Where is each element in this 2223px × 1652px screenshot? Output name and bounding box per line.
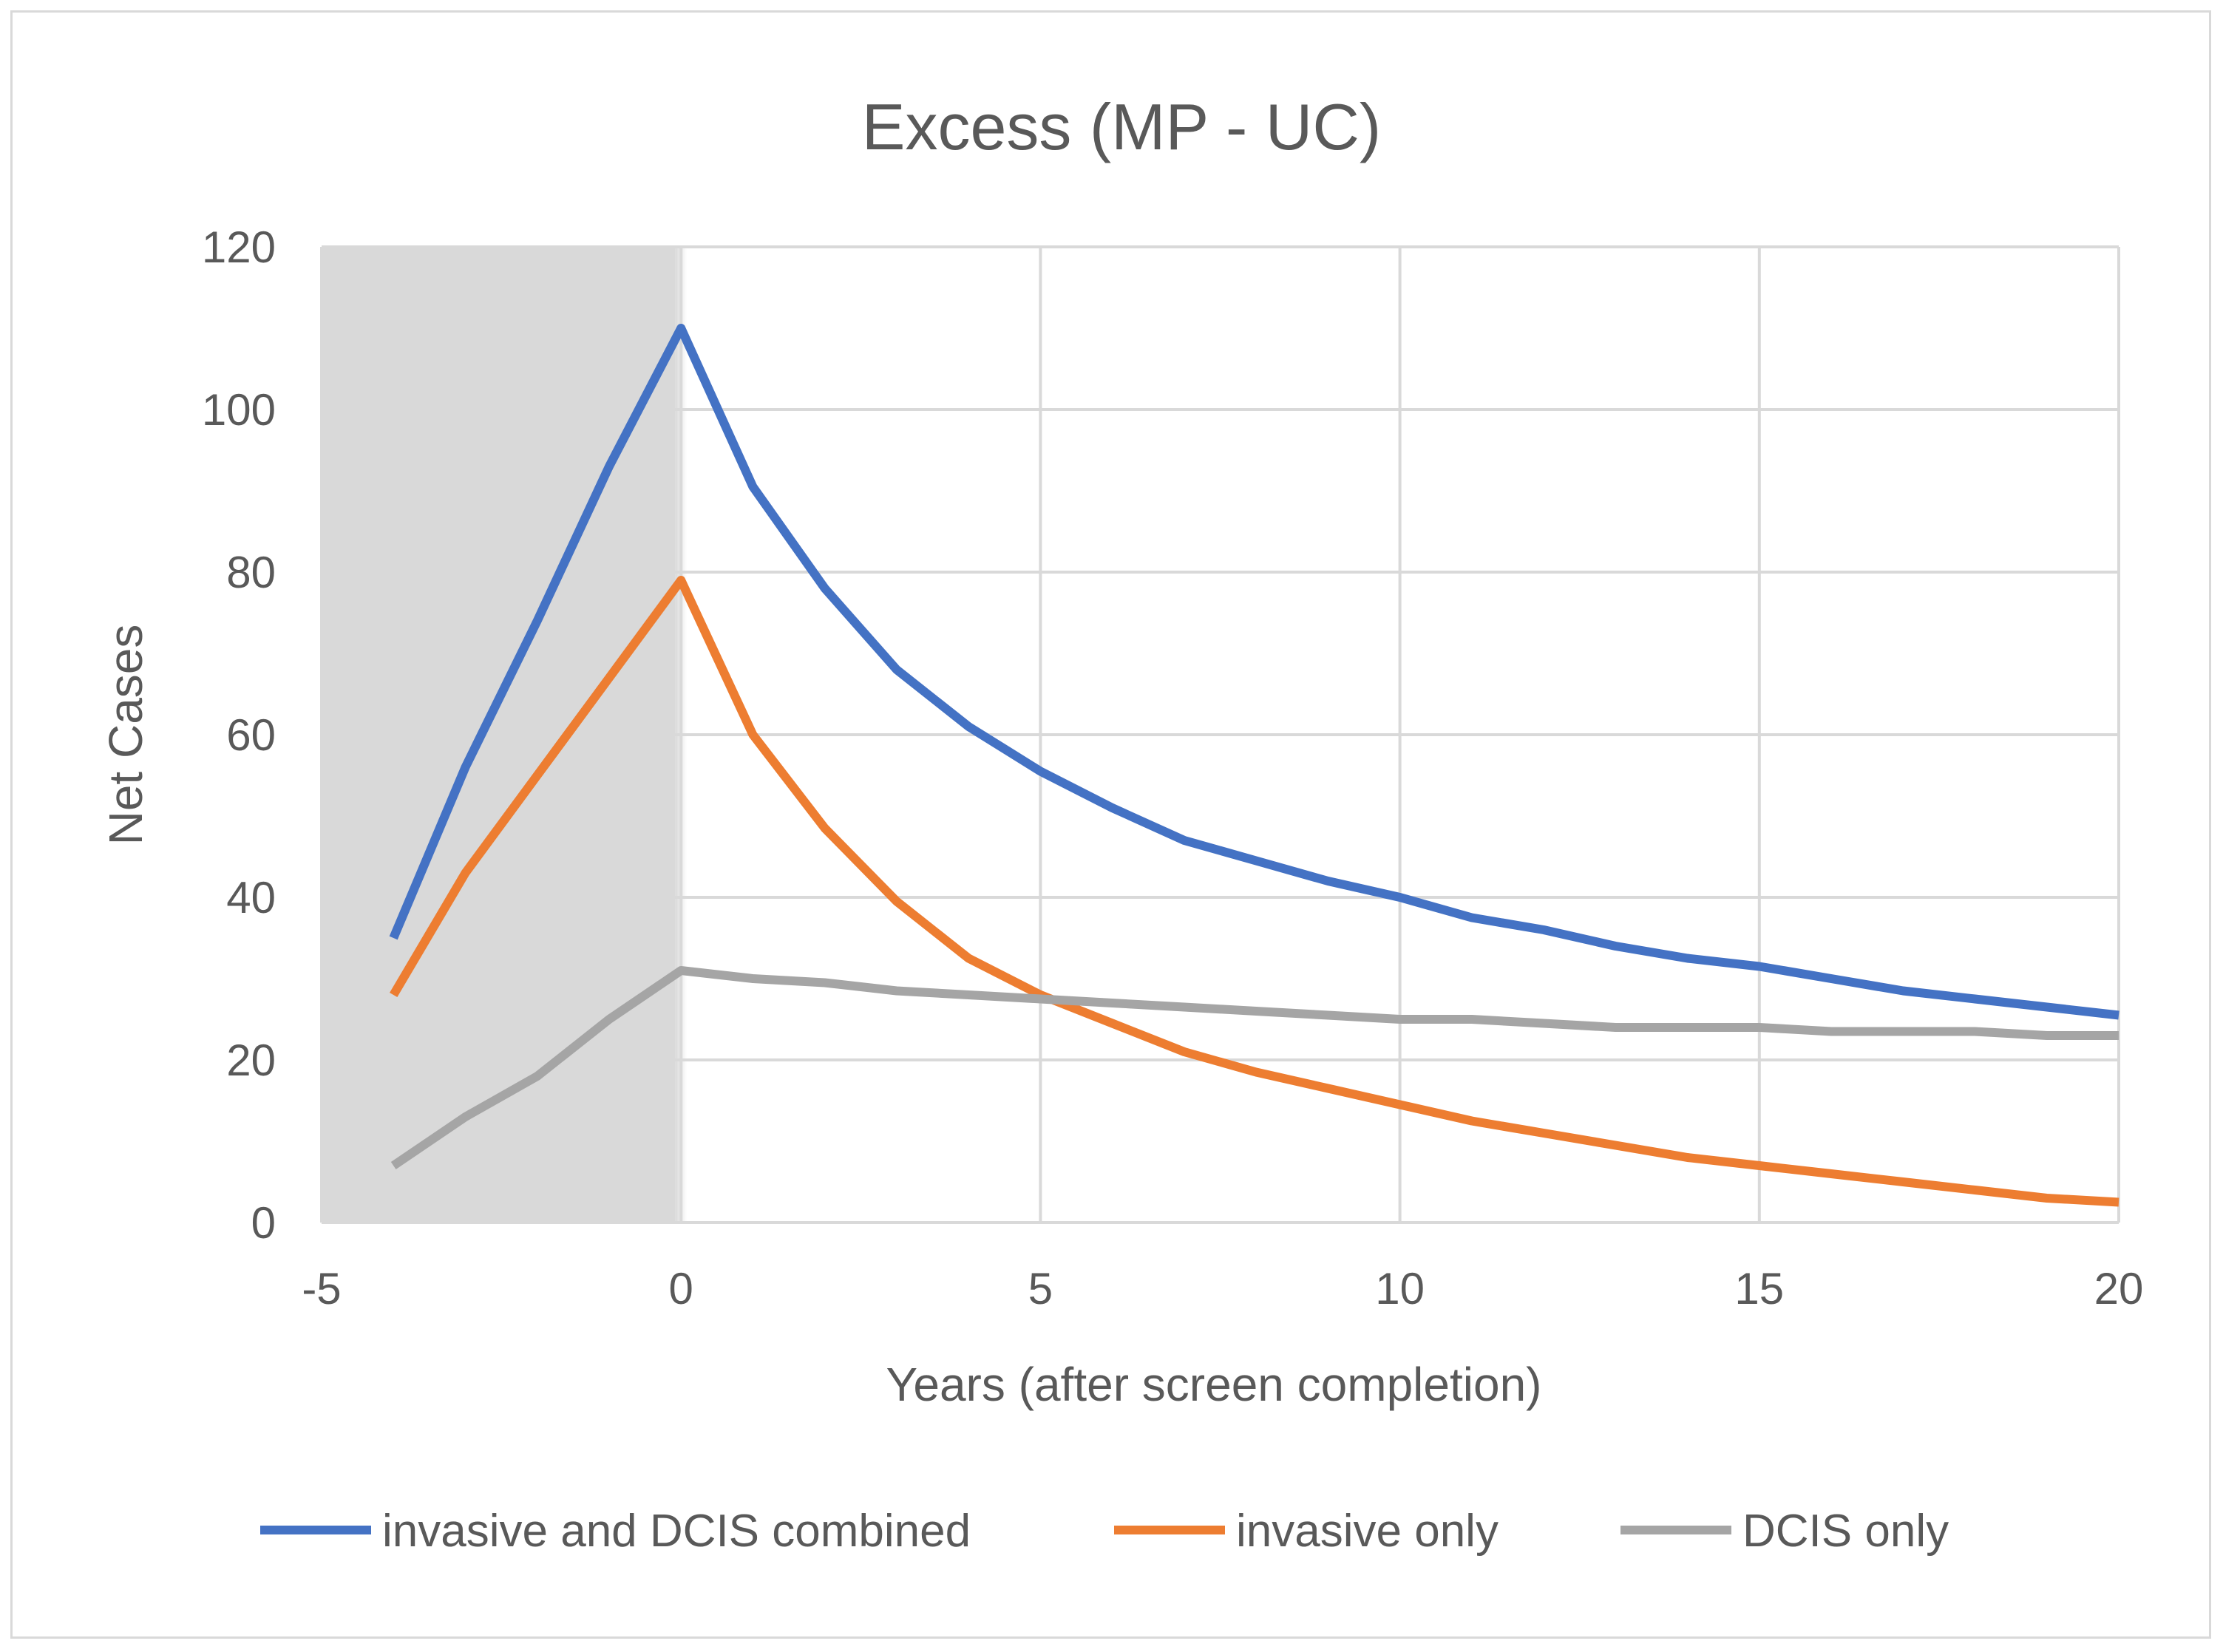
x-tick-label: 10 [1375,1264,1425,1313]
y-tick-label: 100 [202,385,276,435]
gridlines [320,245,2120,1224]
legend-label-3: DCIS only [1742,1506,1949,1557]
y-tick-label: 20 [226,1036,276,1085]
x-axis-title: Years (after screen completion) [886,1358,1542,1411]
series-line-2 [390,576,2120,1207]
x-tick-label: 15 [1734,1264,1784,1313]
y-tick-label: 80 [226,548,276,597]
tick-labels: 0 20 40 60 80 100 120 -5 0 5 10 15 20 [202,222,2143,1313]
y-tick-label: 60 [226,710,276,760]
line-chart: Excess (MP - UC) Years (after screen com… [99,90,2143,1557]
y-tick-label: 40 [226,873,276,922]
legend-label-1: invasive and DCIS combined [382,1506,971,1557]
chart-area: Excess (MP - UC) Years (after screen com… [10,10,2211,1639]
x-tick-label: -5 [302,1264,341,1313]
legend-label-2: invasive only [1236,1506,1499,1557]
y-tick-label: 120 [202,222,276,272]
chart-title: Excess (MP - UC) [862,90,1381,163]
series-line-3 [390,966,2119,1169]
y-tick-label: 0 [251,1198,276,1248]
series-line-1 [389,324,2120,1020]
series-lines [389,324,2120,1207]
y-axis-title: Net Cases [99,625,152,846]
legend: invasive and DCIS combined invasive only D… [260,1506,1949,1557]
x-tick-label: 0 [669,1264,693,1313]
x-tick-label: 20 [2094,1264,2144,1313]
x-tick-label: 5 [1028,1264,1053,1313]
